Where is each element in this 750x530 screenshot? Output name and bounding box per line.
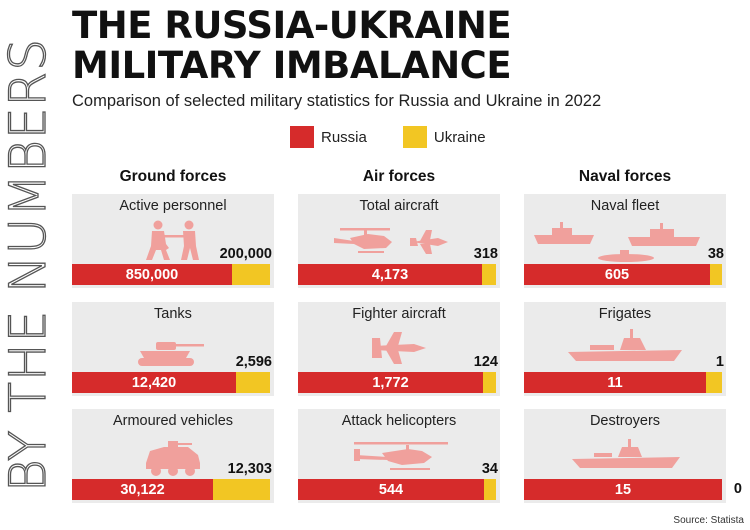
panel-2-0: Naval fleet 605 38 (524, 194, 726, 288)
armoured-vehicle-icon (146, 441, 200, 476)
russia-value: 11 (607, 374, 623, 391)
russia-bar: 850,000 (72, 264, 232, 285)
ukraine-value: 124 (473, 354, 498, 370)
russia-value: 544 (378, 481, 404, 498)
panel-1-2: Attack helicopters 544 34 (298, 409, 500, 503)
source-note: Source: Statista (673, 515, 744, 526)
russia-value: 30,122 (120, 481, 165, 498)
page-title: THE RUSSIA-UKRAINE MILITARY IMBALANCE (72, 4, 512, 87)
ukraine-value: 1 (715, 354, 724, 370)
ukraine-bar (213, 479, 270, 500)
fighter-jet-icon (372, 332, 426, 364)
ukraine-value: 318 (473, 246, 498, 262)
russia-bar: 11 (524, 372, 706, 393)
side-banner: BY THE NUMBERS (0, 0, 58, 530)
naval-fleet-icon (534, 222, 700, 262)
ukraine-value: 12,303 (227, 461, 272, 477)
destroyer-icon (572, 439, 680, 468)
attack-helicopter-icon (354, 442, 448, 470)
ukraine-bar (710, 264, 722, 285)
panel-label: Fighter aircraft (352, 306, 446, 322)
russia-bar: 544 (298, 479, 484, 500)
legend: Russia Ukraine (290, 126, 522, 148)
soldiers-icon (146, 220, 199, 260)
panel-1-0: Total aircraft 4,173 318 (298, 194, 500, 288)
panel-2-1: Frigates 11 1 (524, 302, 726, 396)
ukraine-value: 2,596 (235, 354, 272, 370)
russia-bar: 30,122 (72, 479, 213, 500)
panel-label: Frigates (598, 306, 652, 322)
russia-value: 15 (614, 481, 632, 498)
russia-bar: 12,420 (72, 372, 236, 393)
section-title-1: Air forces (362, 168, 436, 185)
aircraft-icon (334, 228, 448, 254)
ukraine-value: 200,000 (219, 246, 272, 262)
panel-label: Tanks (154, 306, 192, 322)
russia-bar: 4,173 (298, 264, 482, 285)
panel-label: Armoured vehicles (112, 413, 234, 429)
title-line-1: THE RUSSIA-UKRAINE (72, 4, 512, 47)
russia-value: 850,000 (125, 266, 179, 283)
tank-icon (138, 342, 204, 366)
russia-bar: 15 (524, 479, 722, 500)
panel-label: Naval fleet (590, 198, 660, 214)
legend-label-russia: Russia (321, 128, 367, 146)
panel-label: Total aircraft (359, 198, 439, 214)
panel-label: Attack helicopters (341, 413, 457, 429)
russia-bar: 1,772 (298, 372, 483, 393)
legend-swatch-ukraine (402, 126, 427, 148)
legend-item-russia: Russia (290, 126, 367, 148)
ukraine-bar (706, 372, 722, 393)
subtitle: Comparison of selected military statisti… (72, 92, 602, 110)
legend-label-ukraine: Ukraine (433, 128, 486, 146)
legend-item-ukraine: Ukraine (402, 126, 486, 148)
russia-value: 605 (604, 266, 630, 283)
ukraine-bar (232, 264, 270, 285)
panel-1-1: Fighter aircraft 1,772 124 (298, 302, 500, 396)
section-title-0: Ground forces (119, 168, 227, 185)
ukraine-value: 0 (733, 481, 742, 497)
ukraine-bar (483, 372, 496, 393)
russia-value: 1,772 (372, 374, 409, 391)
panel-label: Active personnel (119, 198, 227, 214)
ukraine-bar (484, 479, 496, 500)
panel-0-1: Tanks 12,420 2,596 (72, 302, 274, 396)
frigate-icon (568, 329, 682, 361)
ukraine-value: 38 (707, 246, 724, 262)
russia-bar: 605 (524, 264, 710, 285)
ukraine-value: 34 (481, 461, 498, 477)
title-line-2: MILITARY IMBALANCE (72, 44, 512, 87)
panel-2-2: Destroyers 15 0 (524, 409, 742, 503)
legend-swatch-russia (290, 126, 314, 148)
ukraine-bar (482, 264, 496, 285)
section-title-2: Naval forces (578, 168, 672, 185)
russia-value: 4,173 (371, 266, 409, 283)
ukraine-bar (236, 372, 270, 393)
russia-value: 12,420 (131, 374, 177, 391)
panel-0-0: Active personnel 850,000 200,000 (72, 194, 274, 288)
panel-label: Destroyers (589, 413, 661, 429)
panel-0-2: Armoured vehicles 30,122 12,303 (72, 409, 274, 503)
side-label: BY THE NUMBERS (0, 37, 58, 493)
